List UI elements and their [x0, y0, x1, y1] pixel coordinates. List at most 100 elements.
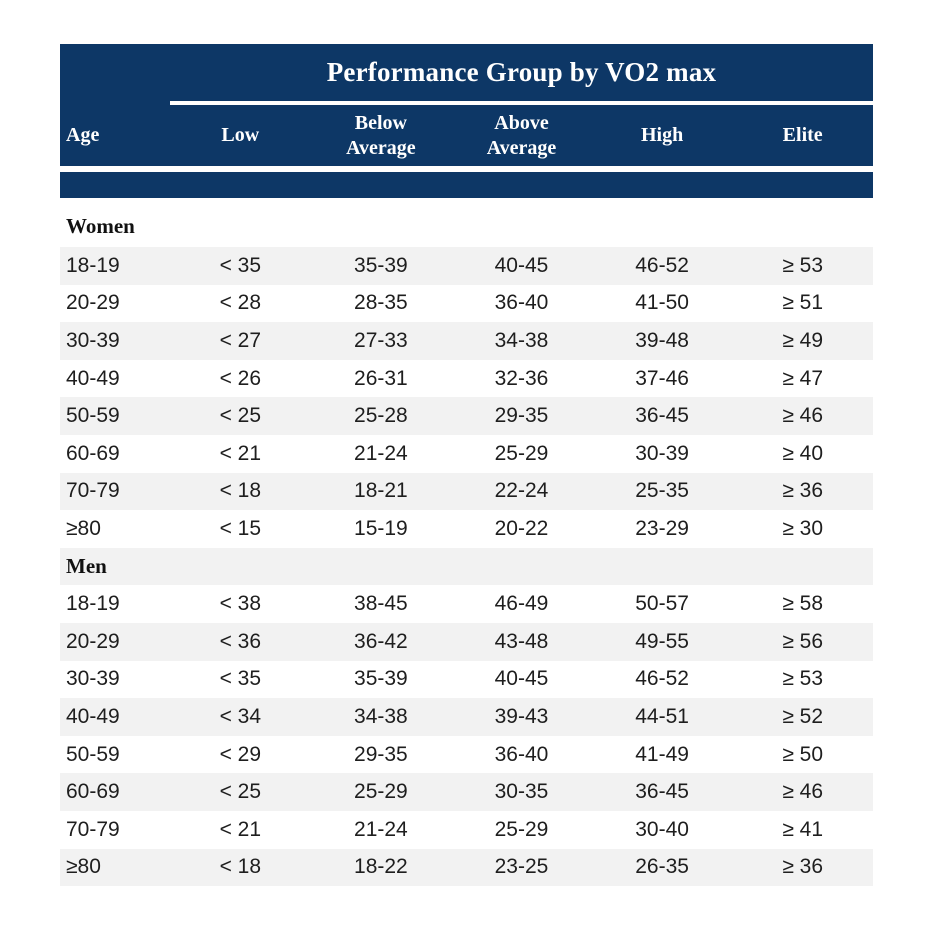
- value-cell: < 26: [219, 366, 262, 390]
- value-cell: < 35: [219, 667, 262, 691]
- value-cell: ≥ 36: [782, 855, 824, 879]
- value-cell: 40-45: [494, 253, 549, 277]
- value-cell: 27-33: [354, 328, 408, 352]
- value-cell: 44-51: [635, 704, 689, 728]
- value-cell: 20-22: [494, 516, 549, 540]
- value-cell: ≥ 46: [782, 404, 824, 428]
- value-cell: 25-29: [354, 780, 408, 804]
- value-cell: < 35: [219, 253, 262, 277]
- table-row: 40-49 < 26 26-31 32-36 37-46 ≥ 47: [60, 359, 873, 398]
- age-cell: 20-29: [66, 629, 120, 653]
- age-cell: ≥80: [66, 855, 101, 879]
- table-row: 60-69 < 21 21-24 25-29 30-39 ≥ 40: [60, 434, 873, 473]
- table-row: 50-59 < 29 29-35 36-40 41-49 ≥ 50: [60, 735, 873, 774]
- value-cell: 32-36: [494, 366, 549, 390]
- value-cell: < 34: [219, 704, 262, 728]
- age-cell: 20-29: [66, 291, 120, 315]
- value-cell: < 21: [219, 817, 262, 841]
- section-header-men: Men: [60, 547, 873, 586]
- table-row: ≥80 < 18 18-22 23-25 26-35 ≥ 36: [60, 848, 873, 887]
- value-cell: 23-29: [635, 516, 689, 540]
- value-cell: ≥ 47: [782, 366, 824, 390]
- table-row: 50-59 < 25 25-28 29-35 36-45 ≥ 46: [60, 397, 873, 435]
- value-cell: 50-57: [635, 592, 689, 616]
- age-cell: 18-19: [66, 592, 120, 616]
- age-cell: 30-39: [66, 667, 120, 691]
- column-header-label: Age: [66, 124, 100, 146]
- value-cell: < 15: [219, 516, 262, 540]
- table-row: 18-19 < 38 38-45 46-49 50-57 ≥ 58: [60, 585, 873, 623]
- value-cell: 15-19: [354, 516, 408, 540]
- value-cell: ≥ 56: [782, 629, 824, 653]
- section-label: Women: [66, 214, 135, 238]
- table-body: Women 18-19 < 35 35-39 40-45 46-52 ≥ 53 20-29 < …: [60, 206, 873, 887]
- title-row: Performance Group by VO2 max: [60, 44, 873, 101]
- value-cell: 36-40: [494, 291, 549, 315]
- table-header: Performance Group by VO2 max Age Low Below…: [60, 44, 873, 166]
- age-cell: 60-69: [66, 441, 120, 465]
- value-cell: 28-35: [354, 291, 408, 315]
- value-cell: ≥ 49: [782, 328, 824, 352]
- value-cell: < 18: [219, 479, 262, 503]
- age-cell: 50-59: [66, 404, 120, 428]
- age-cell: 70-79: [66, 479, 120, 503]
- age-cell: ≥80: [66, 516, 101, 540]
- value-cell: < 27: [219, 328, 262, 352]
- value-cell: 39-43: [494, 704, 549, 728]
- value-cell: < 25: [219, 780, 262, 804]
- column-header-label: Low: [221, 124, 260, 146]
- age-cell: 40-49: [66, 366, 120, 390]
- age-cell: 50-59: [66, 742, 120, 766]
- age-cell: 60-69: [66, 780, 120, 804]
- column-header-low: Low: [170, 123, 311, 148]
- value-cell: 35-39: [354, 253, 408, 277]
- age-cell: 30-39: [66, 328, 120, 352]
- value-cell: ≥ 46: [782, 780, 824, 804]
- section-label: Men: [66, 554, 107, 579]
- table-title: Performance Group by VO2 max: [326, 57, 717, 87]
- value-cell: 21-24: [354, 441, 408, 465]
- value-cell: < 38: [219, 592, 262, 616]
- table-row: 40-49 < 34 34-38 39-43 44-51 ≥ 52: [60, 698, 873, 736]
- value-cell: 36-45: [635, 404, 689, 428]
- value-cell: 29-35: [494, 404, 549, 428]
- age-cell: 40-49: [66, 704, 120, 728]
- section-header-women: Women: [60, 206, 873, 247]
- value-cell: 25-29: [494, 817, 549, 841]
- column-header-row: Age Low Below Average Above Average High Elit…: [60, 105, 873, 166]
- value-cell: 41-50: [635, 291, 689, 315]
- value-cell: 46-52: [635, 253, 689, 277]
- value-cell: ≥ 40: [782, 441, 824, 465]
- column-header-label: Below Average: [346, 111, 416, 159]
- value-cell: 34-38: [354, 704, 408, 728]
- column-header-below-average: Below Average: [311, 111, 452, 161]
- column-header-above-average: Above Average: [451, 111, 592, 161]
- table-row: 60-69 < 25 25-29 30-35 36-45 ≥ 46: [60, 773, 873, 811]
- value-cell: ≥ 53: [782, 253, 824, 277]
- vo2max-table: Performance Group by VO2 max Age Low Below…: [60, 44, 873, 887]
- value-cell: 36-45: [635, 780, 689, 804]
- value-cell: 22-24: [494, 479, 549, 503]
- table-row: 70-79 < 18 18-21 22-24 25-35 ≥ 36: [60, 472, 873, 511]
- value-cell: 36-42: [354, 629, 408, 653]
- value-cell: ≥ 36: [782, 479, 824, 503]
- title-underline: [170, 101, 873, 105]
- value-cell: ≥ 53: [782, 667, 824, 691]
- value-cell: 46-52: [635, 667, 689, 691]
- value-cell: 30-40: [635, 817, 689, 841]
- value-cell: ≥ 50: [782, 742, 824, 766]
- value-cell: < 25: [219, 404, 262, 428]
- header-divider-bar: [60, 172, 873, 198]
- value-cell: 30-39: [635, 441, 689, 465]
- value-cell: 29-35: [354, 742, 408, 766]
- column-header-age: Age: [60, 123, 170, 148]
- value-cell: 39-48: [635, 328, 689, 352]
- column-header-label: Elite: [782, 124, 823, 146]
- value-cell: 25-28: [354, 404, 408, 428]
- value-cell: 26-35: [635, 855, 689, 879]
- value-cell: 43-48: [494, 629, 549, 653]
- value-cell: 38-45: [354, 592, 408, 616]
- table-row: 30-39 < 35 35-39 40-45 46-52 ≥ 53: [60, 660, 873, 699]
- value-cell: 46-49: [494, 592, 549, 616]
- table-row: 18-19 < 35 35-39 40-45 46-52 ≥ 53: [60, 247, 873, 285]
